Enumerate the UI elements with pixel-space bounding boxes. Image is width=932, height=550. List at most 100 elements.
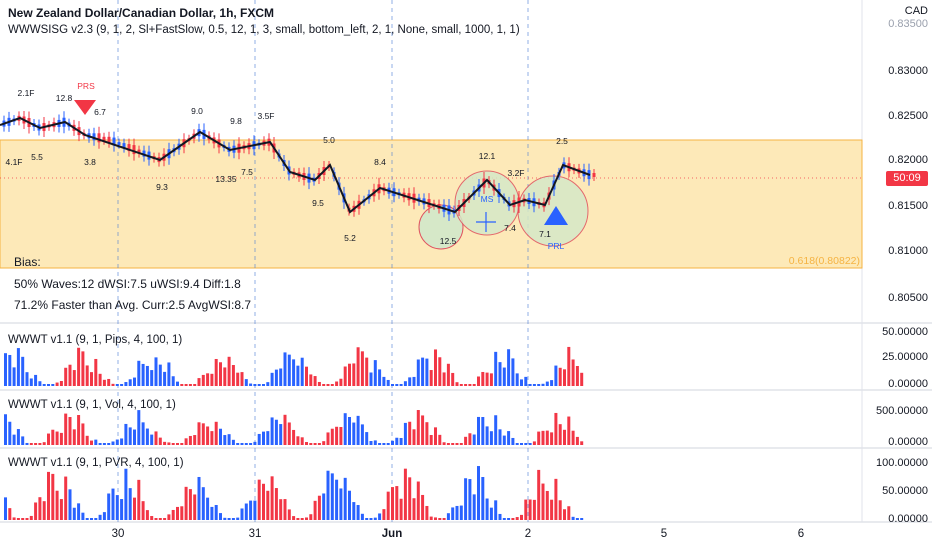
hist-bar [438, 434, 442, 445]
hist-bar [477, 416, 480, 445]
hist-bar [227, 434, 231, 445]
candle-body [132, 145, 136, 155]
bias-label: Bias: [14, 255, 41, 269]
hist-bar [317, 495, 321, 520]
hist-bar [85, 365, 89, 386]
hist-bar [163, 441, 167, 445]
hist-bar [373, 517, 377, 520]
indicator-vol-label[interactable]: WWWT v1.1 (9, 1, Vol, 4, 100, 1) [8, 399, 176, 411]
hist-bar [184, 438, 188, 445]
hist-bar [120, 499, 124, 520]
hist-bar [528, 443, 532, 445]
price-tick: 0.83000 [888, 65, 928, 77]
hist-bar [369, 372, 373, 386]
hist-bar [416, 481, 420, 520]
hist-bar [429, 435, 433, 445]
hist-bar [25, 372, 29, 386]
hist-bar [141, 363, 145, 386]
hist-bar [64, 413, 68, 445]
hist-bar [85, 518, 89, 520]
hist-bar [391, 487, 394, 520]
hist-bar [227, 356, 231, 386]
hist-bar [249, 383, 253, 386]
hist-bar [378, 369, 382, 386]
hist-bar [335, 381, 339, 386]
hist-bar [214, 421, 218, 445]
hist-bar [150, 516, 154, 520]
hist-bar [188, 384, 192, 386]
hist-bar [485, 426, 489, 445]
hist-bar [137, 360, 141, 386]
hist-bar [524, 376, 528, 386]
hist-bar [145, 365, 149, 386]
hist-bar [184, 486, 188, 520]
hist-bar [262, 384, 265, 386]
hist-bar [339, 488, 343, 520]
pvr-tick: 50.00000 [882, 485, 928, 497]
hist-bar [313, 500, 317, 520]
hist-bar [287, 354, 291, 386]
hist-bar [201, 374, 205, 386]
hist-bar [567, 506, 571, 520]
hist-bar [550, 499, 554, 520]
hist-bar [141, 501, 145, 520]
hist-bar [532, 499, 536, 520]
hist-bar [59, 380, 63, 386]
hist-bar [537, 431, 541, 445]
hist-bar [498, 429, 502, 445]
hist-bar [210, 506, 214, 520]
symbol-title[interactable]: New Zealand Dollar/Canadian Dollar, 1h, … [8, 6, 275, 20]
hist-bar [575, 436, 579, 445]
hist-bar [502, 435, 506, 445]
prs-triangle [74, 100, 96, 115]
candle-body [122, 143, 126, 149]
hist-bar [545, 381, 549, 386]
hist-bar [425, 358, 429, 386]
hist-bar [262, 483, 265, 520]
hist-bar [541, 483, 545, 520]
hist-bar [262, 431, 265, 445]
hist-bar [468, 433, 472, 445]
hist-bar [38, 443, 42, 445]
hist-bar [111, 383, 115, 386]
hist-bar [188, 435, 192, 445]
hist-bar [330, 428, 334, 445]
hist-bar [12, 367, 16, 386]
hist-bar [322, 441, 326, 445]
candle-body [92, 133, 96, 141]
hist-bar [176, 443, 179, 445]
hist-bar [193, 494, 197, 520]
hist-bar [193, 435, 197, 445]
hist-bar [391, 384, 394, 386]
hist-bar [296, 365, 300, 386]
hist-bar [554, 365, 558, 386]
indicator-pvr-label[interactable]: WWWT v1.1 (9, 1, PVR, 4, 100, 1) [8, 457, 184, 469]
hist-bar [171, 509, 175, 520]
wave-label: 2.5 [556, 136, 568, 146]
hist-bar [34, 374, 38, 386]
price-tick: 0.81000 [888, 245, 928, 257]
hist-bar [29, 515, 33, 520]
pvr-tick: 0.00000 [888, 513, 928, 525]
hist-bar [219, 362, 222, 386]
hist-bar [128, 379, 132, 386]
hist-bar [481, 417, 485, 445]
hist-bar [425, 422, 429, 445]
indicator-title[interactable]: WWWSISG v2.3 (9, 1, 2, Sl+FastSlow, 0.5,… [8, 24, 520, 36]
hist-bar [111, 441, 115, 445]
speed-info: 71.2% Faster than Avg. Curr:2.5 AvgWSI:8… [14, 298, 252, 312]
wave-label: 5.5 [31, 152, 43, 162]
hist-bar [279, 424, 283, 445]
candle-body [117, 142, 121, 146]
hist-bar [494, 500, 498, 520]
hist-bar [124, 382, 128, 386]
hist-bar [115, 439, 119, 445]
hist-bar [356, 347, 360, 386]
pips-tick: 25.00000 [882, 351, 928, 363]
wave-label: 5.0 [323, 135, 335, 145]
hist-bar [528, 499, 532, 520]
hist-bar [188, 489, 192, 520]
hist-bar [369, 440, 373, 445]
indicator-pips-label[interactable]: WWWT v1.1 (9, 1, Pips, 4, 100, 1) [8, 334, 183, 346]
